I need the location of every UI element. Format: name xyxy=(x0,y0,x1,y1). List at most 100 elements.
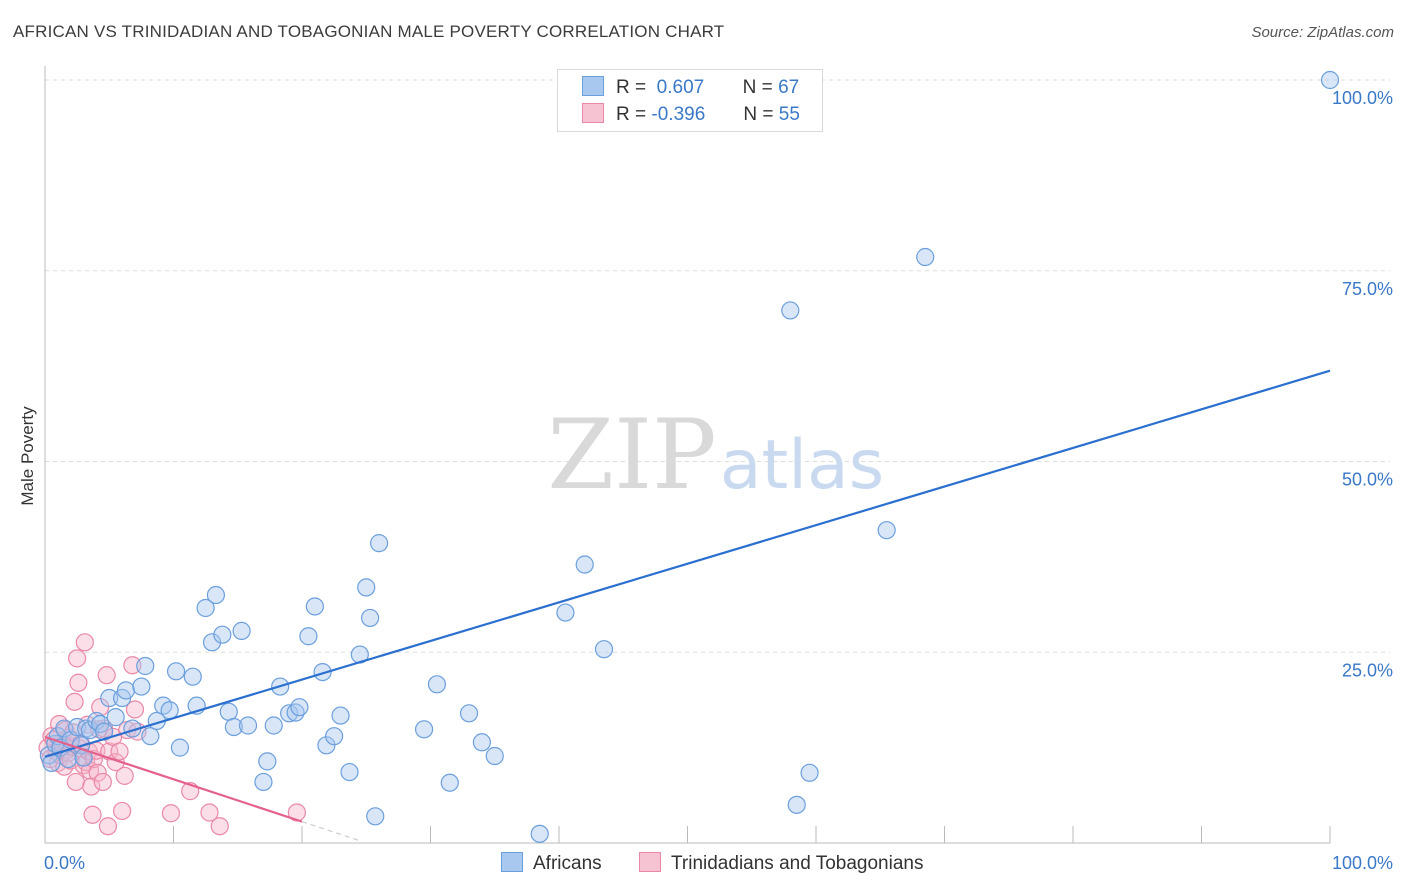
data-point xyxy=(98,817,118,836)
data-point xyxy=(305,597,324,616)
data-point xyxy=(459,704,479,723)
data-point xyxy=(258,752,277,771)
axes xyxy=(44,66,1331,844)
legend-r-value: 0.607 xyxy=(656,77,705,98)
data-point xyxy=(787,795,806,814)
trend-line-trinidadians xyxy=(44,735,303,823)
chart-title: AFRICAN VS TRINIDADIAN AND TOBAGONIAN MA… xyxy=(13,22,725,41)
data-point xyxy=(290,698,309,717)
data-point xyxy=(1320,70,1340,90)
data-point xyxy=(170,738,190,757)
data-point xyxy=(106,708,125,727)
data-point xyxy=(136,656,155,676)
data-point xyxy=(340,762,359,782)
data-point xyxy=(69,673,88,692)
data-point xyxy=(916,247,935,267)
data-point xyxy=(110,742,129,761)
data-point xyxy=(440,773,459,792)
y-tick-label: 75.0% xyxy=(1342,279,1393,299)
data-point xyxy=(200,803,219,822)
data-point xyxy=(161,804,181,823)
data-point xyxy=(427,675,447,694)
data-point xyxy=(781,301,800,320)
data-point xyxy=(238,716,258,735)
legend-swatch-blue xyxy=(582,76,604,96)
data-point xyxy=(75,633,94,652)
data-point xyxy=(224,717,243,737)
data-point xyxy=(202,633,222,652)
data-point xyxy=(219,702,238,721)
data-point xyxy=(485,746,504,766)
correlation-legend: R = 0.607 N = 67 R = -0.396 N = 55 xyxy=(557,69,823,132)
data-point xyxy=(575,555,594,574)
legend-n-label: N = xyxy=(743,104,774,125)
bottom-legend-label: Trinidadians and Tobagonians xyxy=(671,853,924,874)
bottom-legend-swatch-blue xyxy=(501,852,523,872)
data-point xyxy=(132,677,151,696)
bottom-legend-label: Africans xyxy=(533,853,602,874)
legend-r-value: -0.396 xyxy=(651,104,706,125)
data-point xyxy=(183,667,202,686)
watermark: ZIP atlas xyxy=(547,399,884,511)
data-point xyxy=(800,763,819,782)
data-point xyxy=(66,772,85,792)
data-point xyxy=(213,625,232,644)
data-point xyxy=(556,603,575,622)
data-point xyxy=(366,807,385,826)
data-point xyxy=(100,688,119,708)
data-point xyxy=(232,621,251,640)
data-point xyxy=(166,662,186,681)
legend-r-label: R = xyxy=(616,104,647,125)
data-point xyxy=(97,666,116,685)
legend-r-label: R = xyxy=(616,77,647,98)
data-point xyxy=(370,534,389,553)
data-point xyxy=(59,749,78,769)
data-point xyxy=(325,727,344,746)
data-point xyxy=(88,763,107,782)
data-point xyxy=(112,801,132,821)
data-point xyxy=(210,817,229,836)
data-point xyxy=(93,772,112,792)
bottom-legend-trinidadians: Trinidadians and Tobagonians xyxy=(639,852,923,875)
data-point xyxy=(594,640,614,659)
data-point xyxy=(280,704,299,723)
data-point xyxy=(125,700,145,719)
data-point xyxy=(123,656,142,675)
legend-row-trinidadians: R = -0.396 N = 55 xyxy=(582,103,800,125)
bottom-legend-africans: Africans xyxy=(501,852,602,875)
data-point xyxy=(206,585,226,605)
watermark-zip: ZIP xyxy=(547,399,716,511)
data-point xyxy=(160,701,179,720)
data-point xyxy=(115,766,134,785)
data-point xyxy=(68,649,87,668)
data-point xyxy=(299,627,318,646)
trend-lines xyxy=(44,369,1331,842)
data-point xyxy=(357,578,376,597)
tick-labels: 25.0% 50.0% 75.0% 100.0% 0.0% 100.0% xyxy=(44,88,1393,873)
data-point xyxy=(116,681,136,700)
trend-line-africans xyxy=(44,369,1331,758)
legend-n-value: 67 xyxy=(778,77,800,98)
data-point xyxy=(317,736,336,755)
watermark-atlas: atlas xyxy=(720,426,884,505)
data-point xyxy=(530,824,549,843)
x-tick-label: 0.0% xyxy=(44,853,85,873)
source-label: Source: ZipAtlas.com xyxy=(1251,24,1394,41)
legend-swatch-pink xyxy=(582,103,604,123)
data-point xyxy=(141,727,160,746)
data-point xyxy=(361,608,380,628)
data-point xyxy=(196,598,215,618)
data-point xyxy=(877,521,896,540)
legend-row-africans: R = 0.607 N = 67 xyxy=(582,76,799,98)
data-point xyxy=(472,733,491,752)
data-point xyxy=(414,720,434,739)
bottom-legend-swatch-pink xyxy=(639,852,661,872)
gridlines xyxy=(45,79,1390,653)
trend-line-trinidadians-extension xyxy=(301,821,361,842)
x-tick-label: 100.0% xyxy=(1332,853,1393,873)
y-tick-label: 100.0% xyxy=(1332,88,1393,108)
y-tick-label: 25.0% xyxy=(1342,660,1393,680)
y-tick-label: 50.0% xyxy=(1342,470,1393,490)
data-point xyxy=(331,706,350,725)
